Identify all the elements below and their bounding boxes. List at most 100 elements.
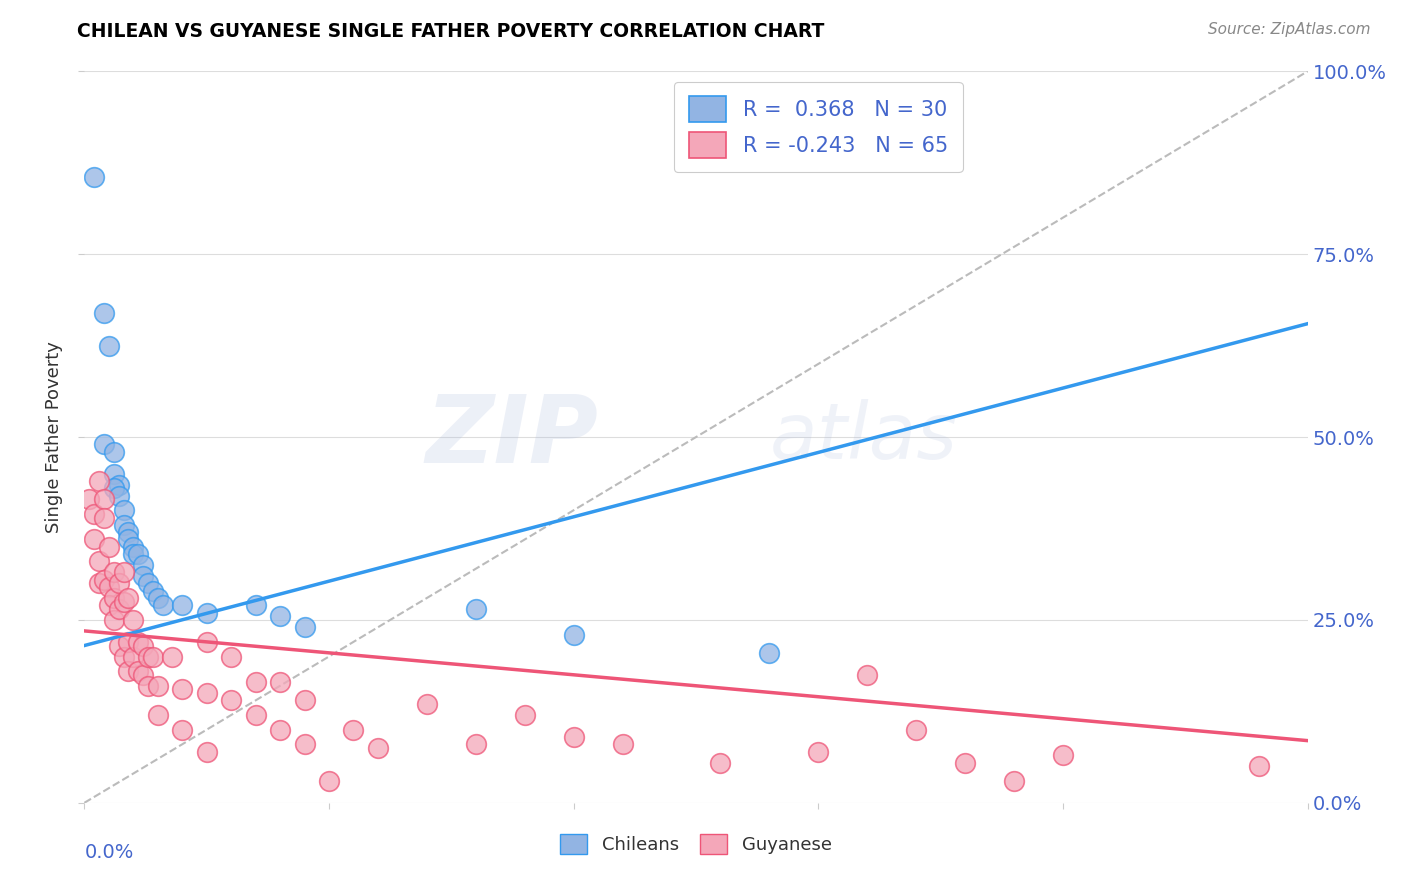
Point [612,737,634,751]
Text: ZIP: ZIP [425,391,598,483]
Point [103,591,125,605]
Point [117,635,139,649]
Point [905,723,928,737]
Legend: Chileans, Guyanese: Chileans, Guyanese [551,825,841,863]
Point [269,723,291,737]
Point [112,517,135,532]
Point [97,580,120,594]
Point [464,737,486,751]
Point [117,664,139,678]
Point [107,477,129,491]
Point [1052,748,1074,763]
Point [1002,773,1025,788]
Point [195,745,218,759]
Point [245,708,267,723]
Point [219,649,242,664]
Point [294,693,316,707]
Point [136,576,159,591]
Point [107,602,129,616]
Point [117,525,139,540]
Point [172,682,194,697]
Point [562,627,585,641]
Point [172,723,194,737]
Point [93,573,115,587]
Point [93,437,115,451]
Point [219,693,242,707]
Point [77,492,100,507]
Point [107,576,129,591]
Text: atlas: atlas [769,399,957,475]
Point [464,602,486,616]
Point [112,566,135,580]
Point [162,649,184,664]
Point [117,533,139,547]
Point [112,594,135,608]
Point [122,613,145,627]
Point [132,639,155,653]
Point [103,566,125,580]
Point [562,730,585,744]
Point [117,591,139,605]
Point [513,708,536,723]
Point [103,613,125,627]
Point [367,740,389,755]
Point [142,649,165,664]
Point [294,620,316,634]
Point [709,756,731,770]
Point [245,599,267,613]
Point [122,649,145,664]
Point [269,675,291,690]
Point [127,635,149,649]
Point [195,686,218,700]
Point [112,503,135,517]
Point [132,558,155,573]
Point [107,489,129,503]
Point [127,664,149,678]
Point [93,306,115,320]
Point [122,547,145,561]
Point [195,606,218,620]
Point [318,773,340,788]
Point [87,474,110,488]
Point [97,338,120,352]
Point [142,583,165,598]
Point [103,481,125,495]
Point [127,547,149,561]
Point [93,492,115,507]
Point [136,649,159,664]
Point [758,646,780,660]
Point [87,576,110,591]
Text: Source: ZipAtlas.com: Source: ZipAtlas.com [1208,22,1371,37]
Point [294,737,316,751]
Point [122,540,145,554]
Point [132,667,155,681]
Point [132,569,155,583]
Point [856,667,879,681]
Point [87,554,110,568]
Text: CHILEAN VS GUYANESE SINGLE FATHER POVERTY CORRELATION CHART: CHILEAN VS GUYANESE SINGLE FATHER POVERT… [77,22,825,41]
Point [112,649,135,664]
Point [146,591,169,605]
Point [146,708,169,723]
Point [953,756,976,770]
Point [195,635,218,649]
Text: 0.0%: 0.0% [84,843,134,862]
Point [103,467,125,481]
Point [83,507,105,521]
Point [83,533,105,547]
Point [103,444,125,458]
Point [1247,759,1270,773]
Point [172,599,194,613]
Point [136,679,159,693]
Point [245,675,267,690]
Point [807,745,830,759]
Point [342,723,364,737]
Point [107,639,129,653]
Point [416,697,439,711]
Point [269,609,291,624]
Point [93,510,115,524]
Point [83,170,105,185]
Point [146,679,169,693]
Point [97,599,120,613]
Point [152,599,174,613]
